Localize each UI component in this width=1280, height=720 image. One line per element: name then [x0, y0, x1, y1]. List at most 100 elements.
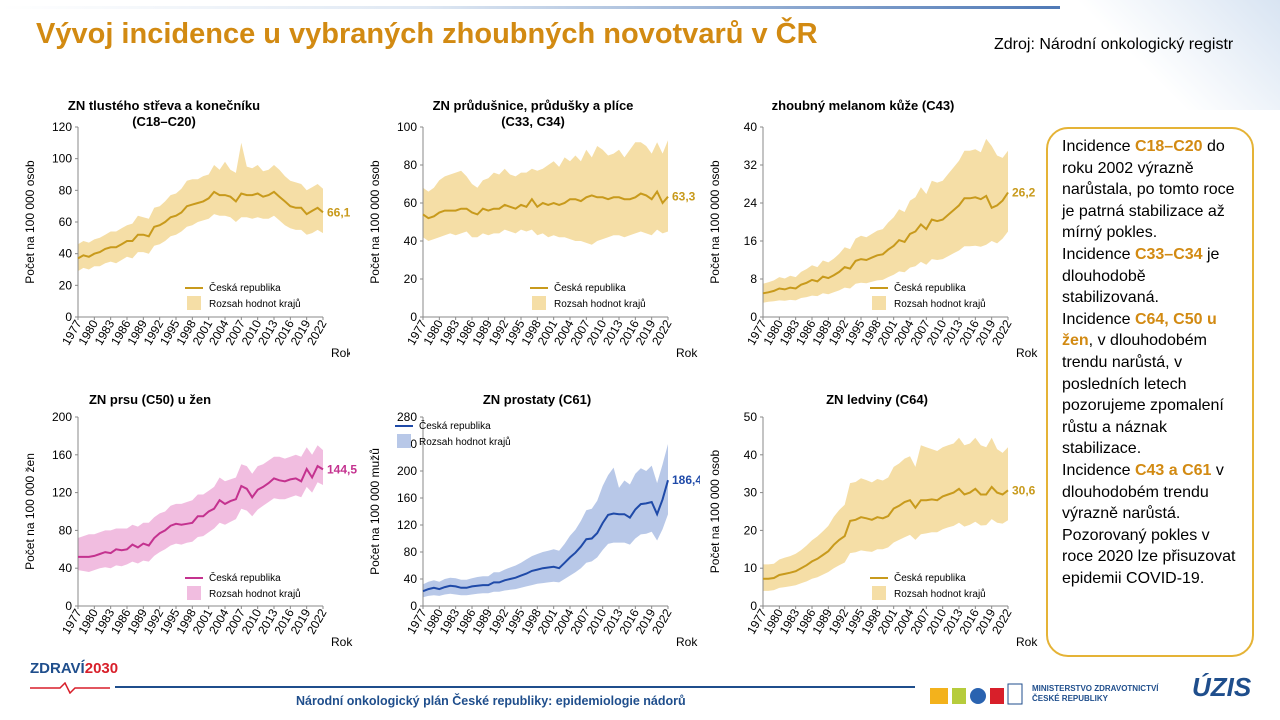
y-axis-label: Počet na 100 000 osob [23, 160, 37, 284]
chart-title: ZN prsu (C50) u žen [89, 392, 211, 407]
series-line [762, 191, 1009, 295]
y-tick-label: 30 [744, 486, 758, 500]
x-axis-label: Rok [676, 346, 698, 360]
y-tick-label: 40 [404, 572, 418, 586]
note-highlight: C43 a C61 [1134, 461, 1212, 479]
logo-zdravi-word: ZDRAVÍ [30, 660, 85, 677]
y-axis-label: Počet na 100 000 osob [708, 160, 722, 284]
footer-text: Národní onkologický plán České republiky… [296, 694, 686, 708]
y-tick-label: 60 [404, 196, 418, 210]
legend-band-swatch [532, 296, 546, 310]
y-tick-label: 200 [52, 410, 72, 424]
chart-svg: ZN prostaty (C61)04080120160200240280197… [368, 392, 702, 649]
partner-icons [930, 683, 1023, 705]
y-tick-label: 20 [59, 278, 73, 292]
page-title: Vývoj incidence u vybraných zhoubných no… [36, 18, 818, 50]
chart-prostate: ZN prostaty (C61)04080120160200240280197… [365, 392, 702, 657]
legend-label: Česká republika [209, 281, 281, 294]
y-tick-label: 120 [397, 518, 417, 532]
series-line [422, 479, 669, 593]
y-tick-label: 8 [750, 272, 757, 286]
mzcr-logo-text: MINISTERSTVO ZDRAVOTNICTVÍ ČESKÉ REPUBLI… [1032, 684, 1159, 703]
x-axis-label: Rok [331, 635, 353, 649]
end-value-label: 144,5 [327, 462, 357, 476]
end-value-label: 30,6 [1012, 483, 1036, 497]
logo-zdravi-year: 2030 [84, 660, 119, 677]
legend-band-swatch [872, 296, 886, 310]
chart-svg: ZN ledviny (C64)010203040501977198019831… [708, 392, 1038, 649]
commentary-box: Incidence C18–C20 do roku 2002 výrazně n… [1046, 127, 1254, 657]
legend-label: Rozsah hodnot krajů [554, 298, 646, 310]
y-tick-label: 120 [52, 486, 72, 500]
note-highlight: C64, C50 u žen [1062, 310, 1217, 350]
y-tick-label: 32 [744, 158, 758, 172]
y-axis-label: Počet na 100 000 osob [708, 449, 722, 573]
zdravi-2030-logo: ZDRAVÍ2030 [30, 660, 118, 677]
y-tick-label: 20 [404, 272, 418, 286]
chart-kidney: ZN ledviny (C64) 0 10 20 30 40 50 1977 1980 1983 1… [705, 392, 1040, 657]
y-tick-label: 20 [744, 523, 758, 537]
note-text: Incidence [1062, 245, 1135, 263]
end-value-label: 26,2 [1012, 186, 1036, 200]
chart-svg: zhoubný melanom kůže (C43)08162432401977… [708, 98, 1038, 360]
y-tick-label: 80 [59, 523, 73, 537]
range-band [763, 437, 1008, 591]
range-band [763, 138, 1008, 303]
legend-label: Česká republika [419, 419, 491, 432]
y-tick-label: 0 [750, 599, 757, 613]
y-tick-label: 40 [744, 448, 758, 462]
chart-title: zhoubný melanom kůže (C43) [772, 98, 955, 113]
y-tick-label: 0 [410, 599, 417, 613]
ecg-line-icon [30, 682, 110, 694]
y-tick-label: 0 [65, 599, 72, 613]
y-tick-label: 160 [52, 448, 72, 462]
top-decorative-bar [0, 6, 1060, 9]
series-line [763, 485, 1009, 580]
end-value-label: 63,3 [672, 190, 696, 204]
end-value-label: 66,1 [327, 205, 350, 219]
legend-band-swatch [187, 586, 201, 600]
legend-band-swatch [872, 586, 886, 600]
y-tick-label: 120 [52, 120, 72, 134]
y-tick-label: 16 [744, 234, 758, 248]
legend-label: Česká republika [894, 281, 966, 294]
chart-svg: ZN průdušnice, průdušky a plíce(C33, C34… [368, 98, 698, 360]
y-tick-label: 100 [52, 152, 72, 166]
y-tick-label: 10 [744, 561, 758, 575]
legend-label: Rozsah hodnot krajů [209, 298, 301, 310]
y-tick-label: 280 [397, 410, 417, 424]
uzis-logo: ÚZIS [1192, 672, 1252, 702]
chart-subtitle: (C18–C20) [132, 114, 196, 129]
y-tick-label: 80 [404, 545, 418, 559]
range-band [423, 140, 668, 245]
chart-subtitle: (C33, C34) [501, 114, 565, 129]
legend-band-swatch [187, 296, 201, 310]
range-band [423, 444, 668, 598]
y-tick-label: 80 [59, 183, 73, 197]
footer-divider [115, 686, 915, 688]
y-tick-label: 50 [744, 410, 758, 424]
series-line [77, 190, 324, 260]
y-tick-label: 100 [397, 120, 417, 134]
end-value-label: 186,4 [672, 473, 700, 487]
top-right-gradient [1050, 0, 1280, 110]
y-tick-label: 160 [397, 491, 417, 505]
chart-svg: ZN prsu (C50) u žen040801201602001977198… [23, 392, 357, 649]
chart-breast: ZN prsu (C50) u žen 0 40 80 120 160 200 1977 198… [20, 392, 365, 657]
note-highlight: C33–C34 [1134, 245, 1203, 263]
note-text: Incidence [1062, 138, 1135, 155]
note-text: do roku 2002 výrazně narůstala, po tomto… [1062, 138, 1235, 242]
note-text: v dlouhodobém trendu výrazně narůstá. Po… [1062, 461, 1236, 587]
y-tick-label: 40 [59, 247, 73, 261]
legend-label: Česká republika [894, 571, 966, 584]
y-tick-label: 0 [65, 310, 72, 324]
note-highlight: C18–C20 [1134, 138, 1203, 155]
x-axis-label: Rok [676, 635, 698, 649]
note-text: Incidence [1062, 461, 1135, 479]
y-tick-label: 40 [404, 234, 418, 248]
y-tick-label: 0 [750, 310, 757, 324]
chart-colorectal: ZN tlustého střeva a konečníku (C18–C20) 0… [20, 92, 353, 367]
chart-melanoma: zhoubný melanom kůže (C43) 0 8 16 24 32 40 1977… [705, 92, 1040, 367]
legend-label: Česká republika [554, 281, 626, 294]
chart-lung: ZN průdušnice, průdušky a plíce (C33, C34… [365, 92, 700, 367]
